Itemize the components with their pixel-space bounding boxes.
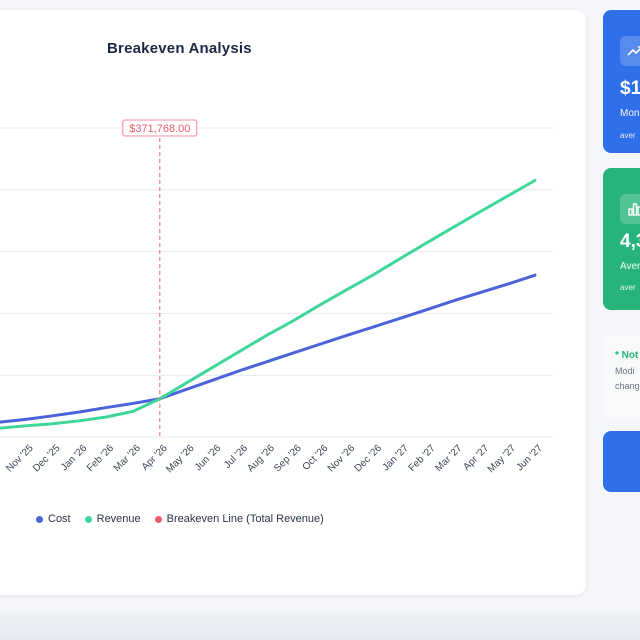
bottom-strip bbox=[0, 612, 640, 640]
units-stat-card: 4,3 Aver aver bbox=[603, 168, 640, 310]
note-line-2: chang bbox=[615, 381, 640, 391]
legend-breakeven-label: Breakeven Line (Total Revenue) bbox=[166, 513, 324, 525]
chart-card bbox=[0, 10, 586, 595]
x-tick-label: Aug '26 bbox=[245, 443, 277, 475]
units-stat-label: Aver bbox=[620, 261, 640, 272]
x-tick-label: May '27 bbox=[486, 443, 519, 476]
note-line-1: Modi bbox=[615, 366, 635, 376]
x-tick-label: Sep '26 bbox=[272, 443, 304, 475]
breakeven-value-label: $371,768.00 bbox=[129, 123, 190, 135]
legend-revenue[interactable]: Revenue bbox=[84, 513, 141, 525]
x-tick-label: Jun '26 bbox=[193, 443, 224, 474]
units-stat-value: 4,3 bbox=[620, 231, 640, 252]
bar-chart-icon bbox=[620, 194, 640, 224]
x-tick-label: Feb '26 bbox=[85, 443, 116, 474]
chart-legend: Cost Revenue Breakeven Line (Total Reven… bbox=[36, 513, 324, 525]
revenue-stat-sub: aver bbox=[620, 131, 636, 140]
legend-cost[interactable]: Cost bbox=[36, 513, 71, 525]
legend-cost-label: Cost bbox=[48, 513, 71, 525]
x-tick-label: Nov '26 bbox=[326, 443, 358, 475]
revenue-stat-card: $1 Mon aver bbox=[603, 10, 640, 153]
legend-breakeven[interactable]: Breakeven Line (Total Revenue) bbox=[154, 513, 324, 525]
series-line-revenue bbox=[0, 178, 537, 430]
x-tick-label: Dec '25 bbox=[31, 443, 63, 475]
x-tick-label: May '26 bbox=[164, 443, 197, 476]
x-tick-label: Jun '27 bbox=[515, 443, 546, 474]
x-tick-label: Mar '27 bbox=[433, 443, 464, 474]
x-tick-label: Feb '27 bbox=[407, 443, 438, 474]
x-tick-label: Mar '26 bbox=[112, 443, 143, 474]
note-box: * Not Modi chang bbox=[603, 336, 640, 418]
x-tick-label: Jan '26 bbox=[59, 443, 90, 474]
legend-revenue-label: Revenue bbox=[96, 513, 141, 525]
x-tick-label: Jan '27 bbox=[381, 443, 412, 474]
x-tick-label: Dec '26 bbox=[353, 443, 385, 475]
x-tick-label: Nov '25 bbox=[4, 443, 36, 475]
note-title: * Not bbox=[615, 350, 639, 361]
units-stat-sub: aver bbox=[620, 283, 636, 292]
trending-up-icon bbox=[620, 36, 640, 66]
revenue-stat-label: Mon bbox=[620, 108, 640, 119]
series-line-cost bbox=[0, 273, 537, 424]
legend-breakeven-dot bbox=[154, 515, 162, 523]
legend-revenue-dot bbox=[84, 515, 92, 523]
revenue-stat-value: $1 bbox=[620, 78, 640, 99]
breakeven-label-box bbox=[122, 119, 198, 137]
legend-cost-dot bbox=[36, 515, 43, 523]
chart-title: Breakeven Analysis bbox=[107, 40, 252, 57]
action-button[interactable] bbox=[603, 431, 640, 492]
